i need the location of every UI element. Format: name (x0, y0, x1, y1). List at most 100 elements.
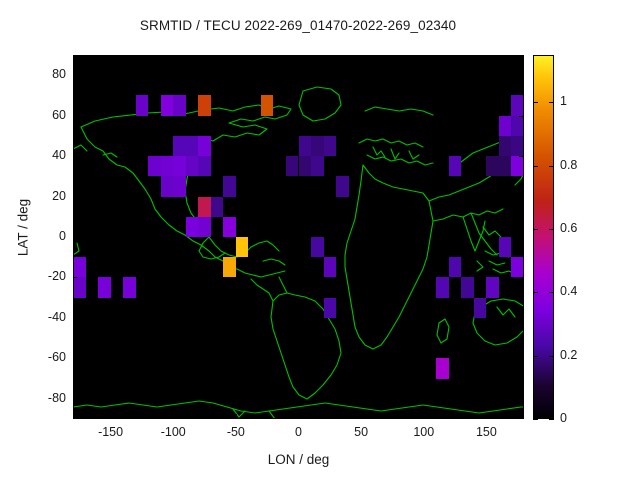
heatmap-cell (436, 358, 449, 379)
y-tick-mark (73, 75, 78, 77)
heatmap-cell (98, 277, 111, 298)
colorbar-tick-label: 0.2 (560, 347, 578, 362)
y-tick-mark (519, 156, 524, 158)
heatmap-cell (73, 277, 86, 298)
heatmap-cell (160, 95, 174, 116)
colorbar-tick-mark (533, 355, 538, 357)
colorbar-tick-mark (533, 229, 538, 231)
colorbar-tick-mark (549, 165, 554, 167)
y-tick-mark (519, 277, 524, 279)
colorbar-tick-mark (549, 292, 554, 294)
x-tick-mark (298, 414, 300, 419)
y-tick-label: -20 (47, 269, 66, 284)
colorbar-tick-mark (533, 165, 538, 167)
x-tick-mark (235, 55, 237, 60)
heatmap-cell (498, 135, 512, 157)
heatmap-cell (448, 156, 462, 177)
colorbar-tick-mark (533, 102, 538, 104)
heatmap-cell (223, 176, 236, 197)
y-axis-label: LAT / deg (15, 198, 31, 257)
colorbar-tick-label: 1 (560, 94, 567, 109)
y-tick-mark (519, 358, 524, 360)
y-tick-mark (73, 115, 78, 117)
colorbar-tick-mark (549, 419, 554, 420)
colorbar-tick-label: 0 (560, 411, 567, 425)
x-tick-mark (423, 55, 425, 60)
heatmap-cell (160, 156, 174, 177)
y-tick-label: 80 (52, 67, 66, 82)
x-tick-label: -100 (160, 425, 186, 439)
y-tick-mark (519, 317, 524, 319)
y-tick-mark (519, 196, 524, 198)
heatmap-cell (323, 297, 337, 318)
x-tick-mark (486, 414, 488, 419)
heatmap-cell (311, 156, 324, 177)
heatmap-cell (473, 297, 487, 318)
heatmap-cell (511, 95, 524, 116)
heatmap-cell (173, 156, 186, 177)
y-tick-label: -60 (47, 350, 66, 365)
heatmap-cell (135, 95, 149, 116)
heatmap-cell (486, 277, 499, 298)
y-tick-label: -40 (47, 309, 66, 324)
heatmap-cell (511, 115, 524, 136)
chart-title: SRMTID / TECU 2022-269_01470-2022-269_02… (139, 18, 457, 33)
colorbar (533, 55, 554, 419)
x-axis-label: LON / deg (267, 452, 330, 467)
colorbar-tick-label: 0.6 (560, 221, 578, 236)
y-tick-label: 0 (59, 229, 66, 243)
heatmap-cell (511, 156, 524, 177)
x-tick-mark (298, 55, 300, 60)
heatmap-cell (198, 196, 211, 217)
heatmap-cell (285, 156, 299, 177)
y-tick-mark (519, 237, 524, 238)
heatmap-cell (298, 135, 312, 157)
heatmap-cell (198, 135, 211, 157)
y-tick-mark (73, 277, 78, 279)
colorbar-tick-label: 0.4 (560, 284, 578, 299)
y-tick-mark (73, 317, 78, 319)
x-tick-label: 0 (295, 425, 302, 439)
y-tick-label: 60 (52, 107, 66, 122)
heatmap-cell (148, 156, 161, 177)
heatmap-cell (185, 156, 199, 177)
heatmap-cell (173, 135, 186, 157)
x-tick-label: -150 (98, 425, 124, 439)
heatmap-cell (173, 176, 186, 197)
x-tick-mark (173, 55, 175, 60)
heatmap-cell (311, 135, 324, 157)
heatmap-cell (436, 277, 449, 298)
colorbar-tick-mark (549, 229, 554, 231)
heatmap-cell (461, 277, 474, 298)
coastline-layer (73, 86, 524, 419)
x-tick-mark (361, 414, 363, 419)
y-tick-mark (73, 358, 78, 360)
y-tick-mark (73, 237, 78, 238)
x-tick-label: -50 (226, 425, 245, 439)
heatmap-cell (336, 176, 349, 197)
heatmap-cell (198, 156, 211, 177)
heatmap-cell (198, 95, 211, 116)
heatmap-cell (498, 237, 512, 258)
y-tick-label: 20 (52, 188, 66, 203)
heatmap-cell (173, 95, 186, 116)
colorbar-tick-mark (549, 355, 554, 357)
heatmap-cell (486, 156, 499, 177)
x-tick-mark (110, 55, 112, 60)
y-tick-mark (73, 196, 78, 198)
heatmap-cell (498, 156, 512, 177)
x-tick-label: 100 (413, 425, 435, 439)
x-tick-mark (486, 55, 488, 60)
heatmap-cell (235, 237, 249, 258)
heatmap-cell (511, 135, 524, 157)
heatmap-cell (223, 257, 236, 278)
colorbar-tick-mark (549, 102, 554, 104)
colorbar-tick-mark (533, 292, 538, 294)
heatmap-cell (185, 135, 199, 157)
x-tick-mark (361, 55, 363, 60)
x-tick-label: 150 (475, 425, 497, 439)
y-tick-mark (519, 75, 524, 77)
x-tick-mark (110, 414, 112, 419)
heatmap-cell (511, 257, 524, 278)
